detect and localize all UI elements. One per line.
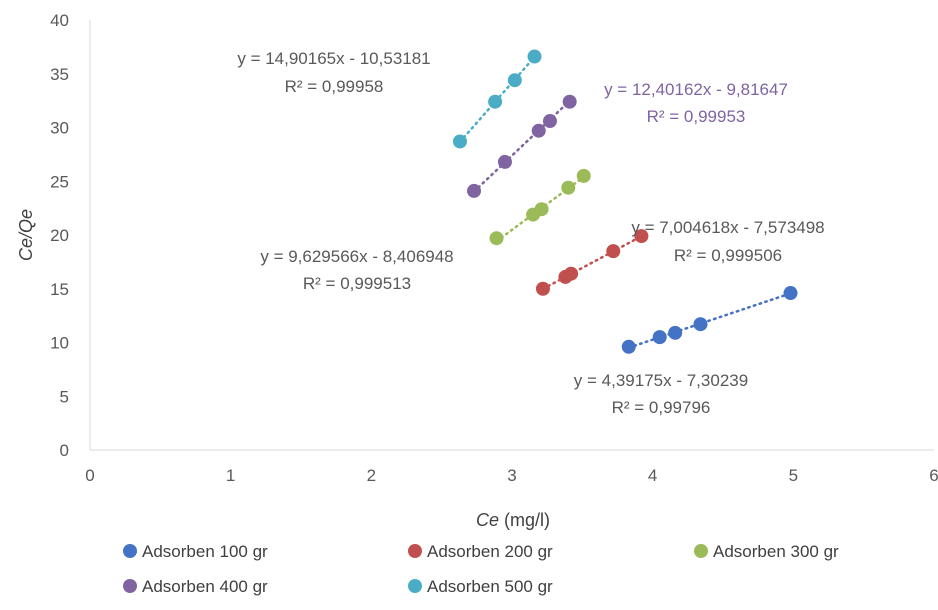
trendline — [472, 99, 571, 193]
trendline-equation: y = 7,004618x - 7,573498 — [631, 218, 824, 237]
data-point — [542, 114, 557, 129]
trendline-equation: y = 4,39175x - 7,30239 — [574, 371, 748, 390]
data-point — [507, 73, 522, 88]
r-squared-label: R² = 0,999513 — [303, 274, 411, 293]
axes: 0 1 2 3 4 5 6 0 5 10 15 20 25 30 35 40 Ce (mg/l) Ce/Qe — [16, 11, 938, 530]
x-tick-label: 0 — [85, 466, 94, 485]
y-tick-label: 5 — [60, 387, 69, 406]
y-tick-label: 30 — [50, 119, 69, 138]
y-tick-label: 15 — [50, 280, 69, 299]
x-axis-title: Ce (mg/l) — [476, 510, 550, 530]
legend-label: Adsorben 200 gr — [427, 542, 553, 561]
data-point — [489, 231, 504, 246]
data-point — [497, 154, 512, 169]
legend-marker — [123, 544, 137, 558]
trendlines — [458, 55, 792, 349]
legend: Adsorben 100 gr Adsorben 200 gr Adsorben 3… — [123, 542, 839, 596]
data-point — [534, 202, 549, 217]
x-tick-label: 3 — [507, 466, 516, 485]
y-tick-label: 10 — [50, 334, 69, 353]
data-point — [652, 330, 667, 345]
y-tick-label: 25 — [50, 172, 69, 191]
legend-label: Adsorben 100 gr — [142, 542, 268, 561]
trendline — [627, 292, 792, 349]
legend-label: Adsorben 500 gr — [427, 577, 553, 596]
data-point — [606, 244, 621, 259]
data-point — [668, 325, 683, 340]
y-tick-label: 35 — [50, 65, 69, 84]
data-point — [693, 317, 708, 332]
x-tick-label: 5 — [789, 466, 798, 485]
legend-label: Adsorben 400 gr — [142, 577, 268, 596]
data-point — [531, 123, 546, 138]
data-point — [783, 286, 798, 301]
data-points — [452, 49, 798, 354]
y-axis-title: Ce/Qe — [16, 209, 36, 261]
legend-label: Adsorben 300 gr — [713, 542, 839, 561]
x-tick-label: 2 — [367, 466, 376, 485]
r-squared-label: R² = 0,99953 — [647, 107, 746, 126]
data-point — [562, 94, 577, 109]
data-point — [564, 266, 579, 281]
legend-marker — [408, 544, 422, 558]
legend-marker — [694, 544, 708, 558]
legend-marker — [408, 579, 422, 593]
data-point — [634, 229, 649, 244]
x-tick-label: 4 — [648, 466, 657, 485]
data-point — [488, 94, 503, 109]
data-point — [621, 339, 636, 354]
r-squared-label: R² = 0,99958 — [285, 77, 384, 96]
trendline-equation: y = 9,629566x - 8,406948 — [260, 247, 453, 266]
equation-labels: y = 4,39175x - 7,30239 R² = 0,99796 y = 7,… — [237, 49, 824, 417]
y-tick-label: 20 — [50, 226, 69, 245]
r-squared-label: R² = 0,999506 — [674, 246, 782, 265]
data-point — [452, 134, 467, 149]
trendline-equation: y = 14,90165x - 10,53181 — [237, 49, 430, 68]
data-point — [576, 168, 591, 183]
data-point — [535, 281, 550, 296]
data-point — [527, 49, 542, 64]
y-tick-label: 0 — [60, 441, 69, 460]
r-squared-label: R² = 0,99796 — [612, 398, 711, 417]
x-tick-label: 6 — [929, 466, 938, 485]
data-point — [467, 183, 482, 198]
y-tick-label: 40 — [50, 11, 69, 30]
x-tick-label: 1 — [226, 466, 235, 485]
trendline-equation: y = 12,40162x - 9,81647 — [604, 80, 788, 99]
data-point — [561, 180, 576, 195]
legend-marker — [123, 579, 137, 593]
trendline — [541, 234, 643, 291]
